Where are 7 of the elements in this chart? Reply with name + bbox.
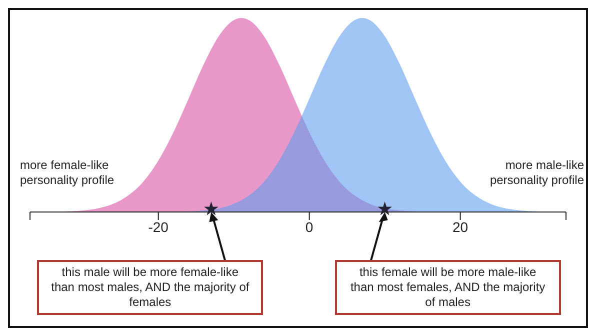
x-tick-label: -20 — [148, 218, 169, 235]
x-tick-label: 0 — [305, 218, 314, 235]
text: this female will be more male-like than most females, AND the majority of males — [334, 260, 561, 315]
x-tick-label: 20 — [452, 218, 468, 235]
annotation: more female-like personality profile — [20, 158, 116, 188]
annotation: more male-like personality profile — [488, 158, 584, 188]
text: this male will be more female-like than most males, AND the majority of females — [37, 260, 264, 315]
